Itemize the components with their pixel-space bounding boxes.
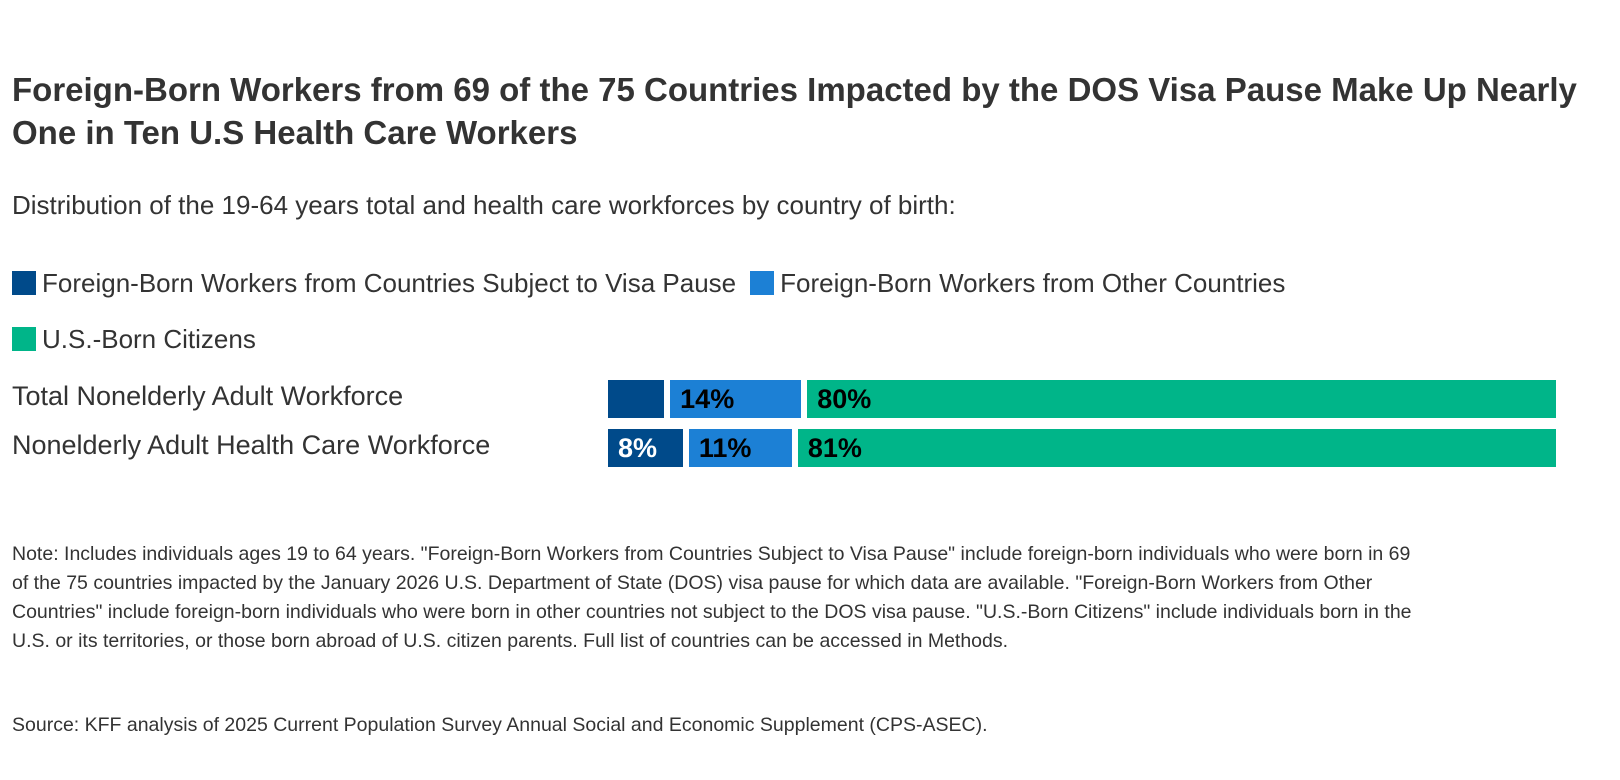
legend: Foreign-Born Workers from Countries Subj… [12,255,1492,367]
bar-segment: 14% [670,380,802,418]
chart-subtitle: Distribution of the 19-64 years total an… [12,190,956,220]
data-label: 11% [698,432,752,463]
category-label: Total Nonelderly Adult Workforce [12,381,404,411]
data-label: 81% [807,432,862,463]
legend-item-other: Foreign-Born Workers from Other Countrie… [750,255,1285,311]
data-label: 14% [680,383,735,414]
bar-segment [608,380,665,418]
legend-label: U.S.-Born Citizens [42,324,256,354]
bar-segment: 11% [688,429,792,467]
data-label: 8% [618,432,658,463]
chart-title: Foreign-Born Workers from 69 of the 75 C… [12,71,1577,151]
legend-label: Foreign-Born Workers from Other Countrie… [780,268,1286,298]
data-label: 80% [817,383,872,414]
chart-note: Note: Includes individuals ages 19 to 64… [12,543,1412,652]
legend-swatch [750,271,775,295]
legend-label: Foreign-Born Workers from Countries Subj… [42,268,737,298]
legend-item-us-born: U.S.-Born Citizens [12,311,256,367]
bar-segment: 80% [807,380,1556,418]
category-label: Nonelderly Adult Health Care Workforce [12,430,491,460]
legend-swatch [12,271,36,295]
bar-segment: 81% [797,429,1556,467]
chart-source: Source: KFF analysis of 2025 Current Pop… [12,714,988,736]
bar-segment: 8% [608,429,683,467]
legend-swatch [12,327,36,351]
legend-item-visa-pause: Foreign-Born Workers from Countries Subj… [12,255,736,311]
